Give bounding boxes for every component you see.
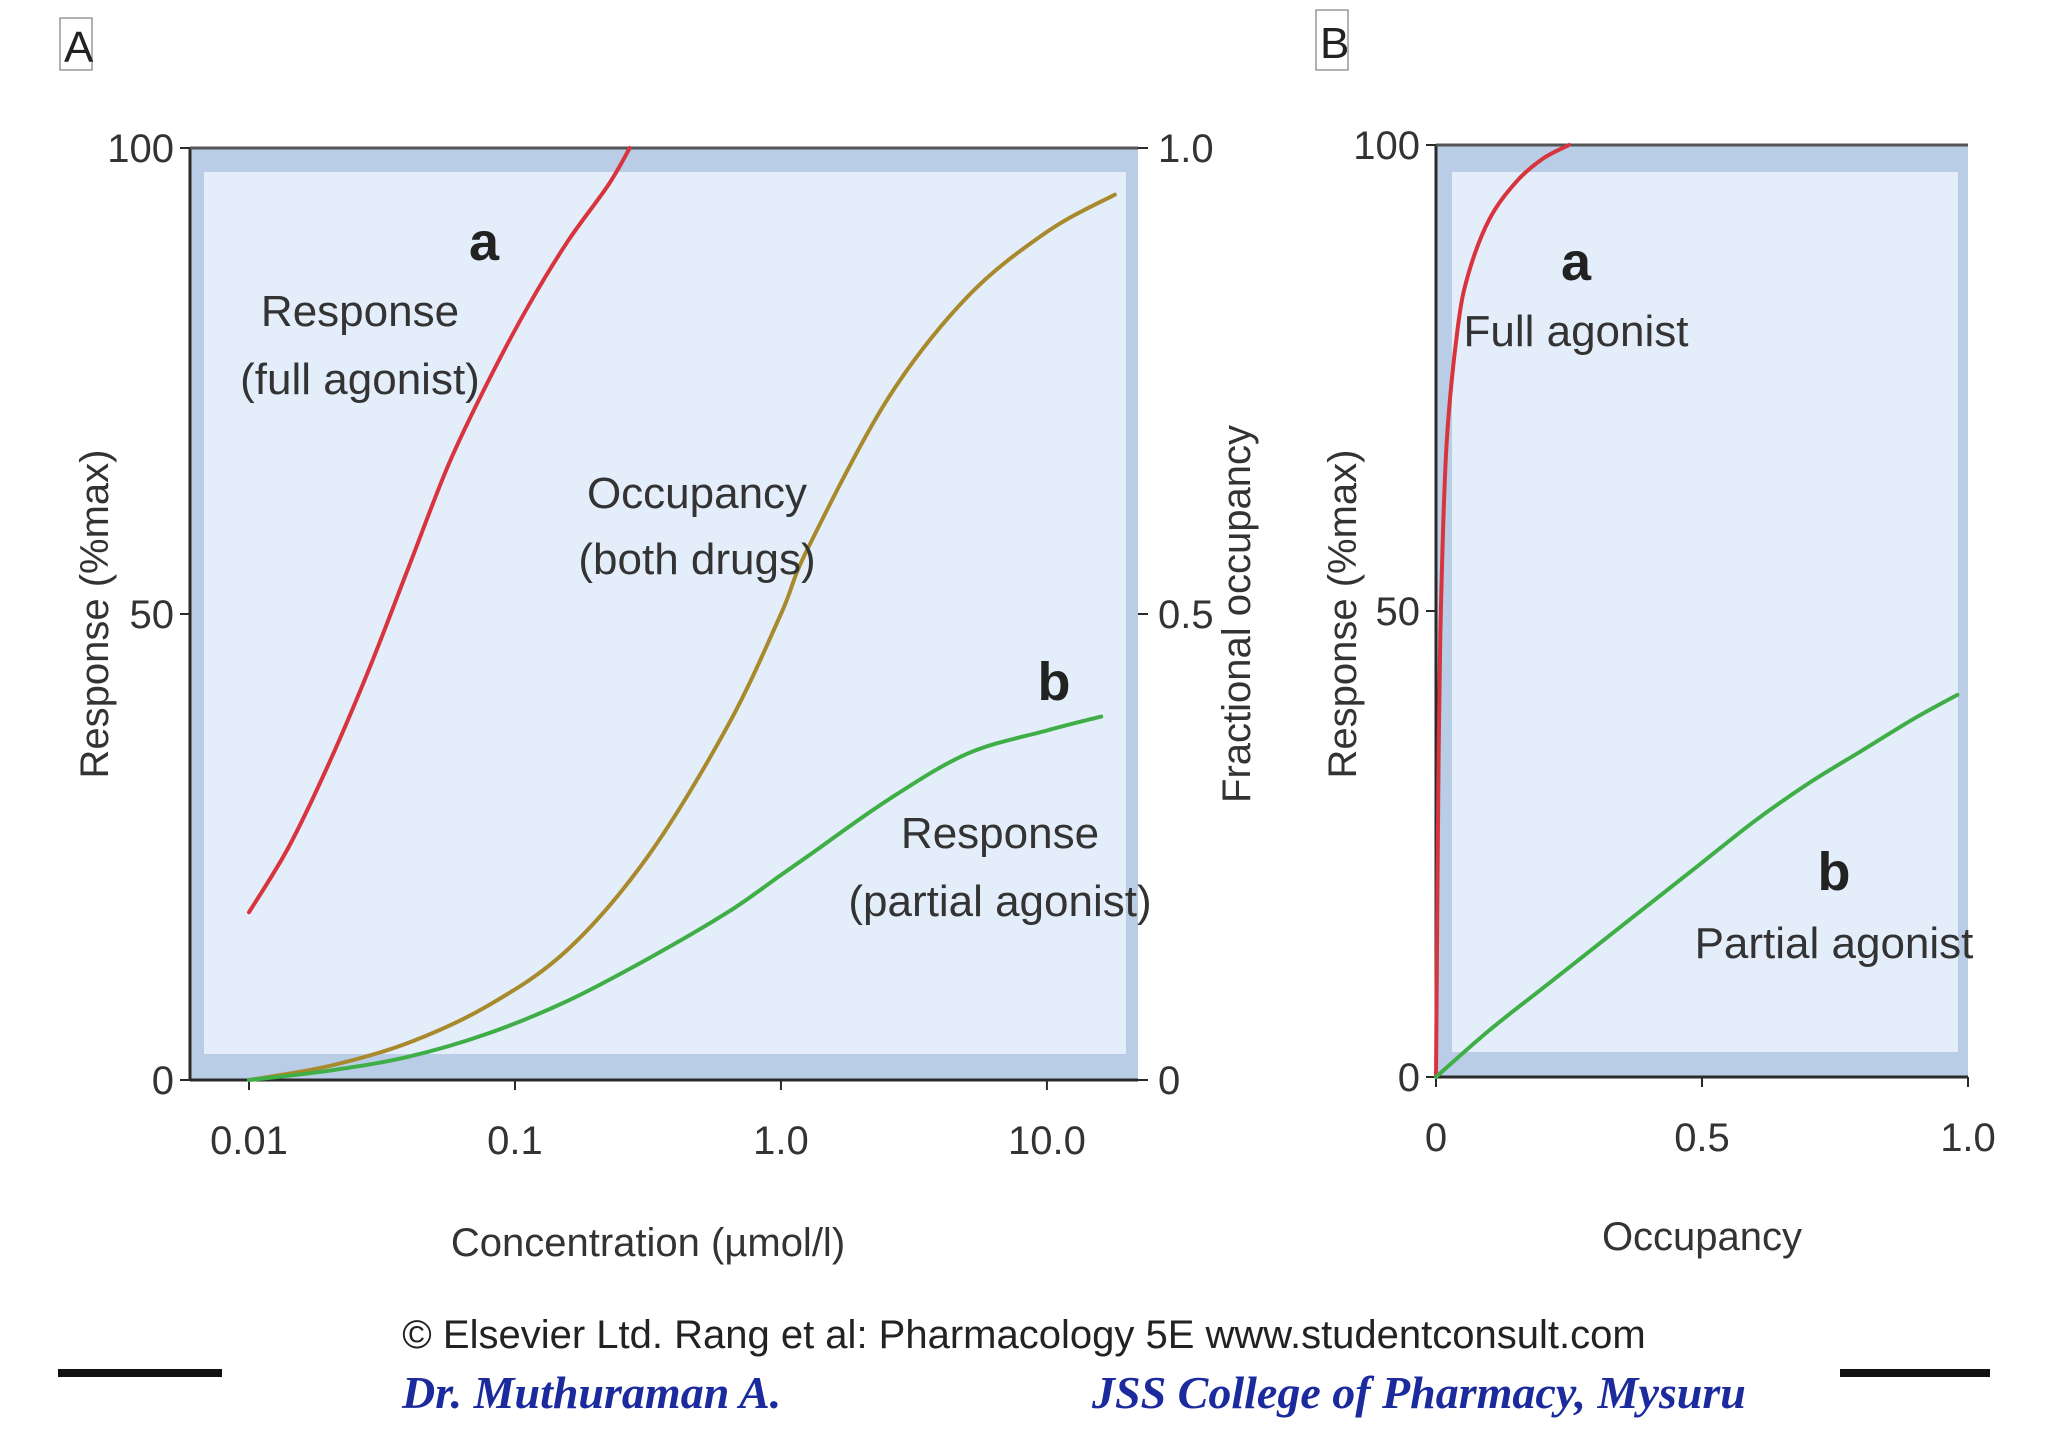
x-tick-label: 0 (1425, 1116, 1447, 1160)
y2-tick-label: 0.5 (1158, 593, 1214, 637)
series-line-occupancy-both-drugs (247, 192, 1117, 1082)
x-tick-label: 0.5 (1674, 1116, 1730, 1160)
y-tick-label: 50 (130, 593, 175, 637)
panel-a-full-label-line1: Response (261, 287, 459, 336)
panel-b-series (1434, 143, 1960, 1079)
panel-b-full-label: Full agonist (1463, 307, 1688, 356)
y2-tick-label: 1.0 (1158, 127, 1214, 171)
panel-b-partial-label: Partial agonist (1695, 919, 1974, 968)
panel-a-x-ticks: 0.01 0.1 1.0 10.0 (210, 1080, 1086, 1163)
panel-a-occupancy-label-line2: (both drugs) (578, 535, 815, 584)
panel-b-label-b: b (1818, 842, 1851, 902)
panel-a-partial-label-line2: (partial agonist) (848, 877, 1151, 926)
x-tick-label: 0.1 (487, 1119, 543, 1163)
y-tick-label: 50 (1376, 590, 1421, 634)
panel-a-y2-axis-title: Fractional occupancy (1215, 425, 1259, 803)
panel-b-letter: B (1320, 19, 1349, 68)
panel-a-partial-label-line1: Response (901, 809, 1099, 858)
series-line-partial-agonist (1434, 692, 1960, 1079)
panel-b: B 0 50 100 0 0.5 1.0 Response (%max) Occupan… (1315, 9, 1996, 1259)
series-line-response-full-agonist (247, 146, 632, 915)
x-tick-label: 1.0 (753, 1119, 809, 1163)
x-tick-label: 0.01 (210, 1119, 288, 1163)
panel-a-x-axis-title: Concentration (µmol/l) (451, 1221, 845, 1265)
panel-a-y-axis-title: Response (%max) (73, 449, 117, 778)
footer-institution: JSS College of Pharmacy, Mysuru (1091, 1367, 1746, 1418)
footer-author: Dr. Muthuraman A. (401, 1367, 781, 1418)
y-tick-label: 0 (1398, 1056, 1420, 1100)
panel-a-label-b: b (1038, 652, 1071, 712)
y-tick-label: 100 (107, 127, 174, 171)
series-line-response-partial-agonist (247, 714, 1104, 1082)
panel-a-occupancy-label-line1: Occupancy (587, 469, 807, 518)
x-tick-label: 10.0 (1008, 1119, 1086, 1163)
panel-a-series (247, 146, 1117, 1082)
y-tick-label: 100 (1353, 124, 1420, 168)
panel-a-y2-ticks: 0 0.5 1.0 (1138, 127, 1214, 1103)
panel-a-letter: A (64, 23, 94, 72)
panel-b-x-ticks: 0 0.5 1.0 (1425, 1077, 1996, 1160)
panel-b-y-ticks: 0 50 100 (1353, 124, 1436, 1100)
panel-b-letter-box (1315, 9, 1349, 71)
y2-tick-label: 0 (1158, 1059, 1180, 1103)
panel-a-letter-box (59, 17, 93, 71)
panel-b-y-axis-title: Response (%max) (1321, 449, 1365, 778)
panel-a-full-label-line2: (full agonist) (240, 355, 480, 404)
panel-a-label-a: a (469, 212, 500, 272)
panel-b-label-a: a (1561, 232, 1592, 292)
x-tick-label: 1.0 (1940, 1116, 1996, 1160)
series-line-full-agonist (1434, 143, 1571, 1079)
copyright-notice: © Elsevier Ltd. Rang et al: Pharmacology… (402, 1313, 1645, 1357)
panel-a-plot-area (204, 172, 1126, 1054)
panel-b-x-axis-title: Occupancy (1602, 1215, 1802, 1259)
panel-b-plot-area (1452, 172, 1958, 1052)
panel-a-y-ticks: 0 50 100 (107, 127, 190, 1103)
y-tick-label: 0 (152, 1059, 174, 1103)
panel-a: A 0 50 100 0 0.5 1.0 0.01 0.1 1.0 10.0 Response… (59, 17, 1259, 1265)
